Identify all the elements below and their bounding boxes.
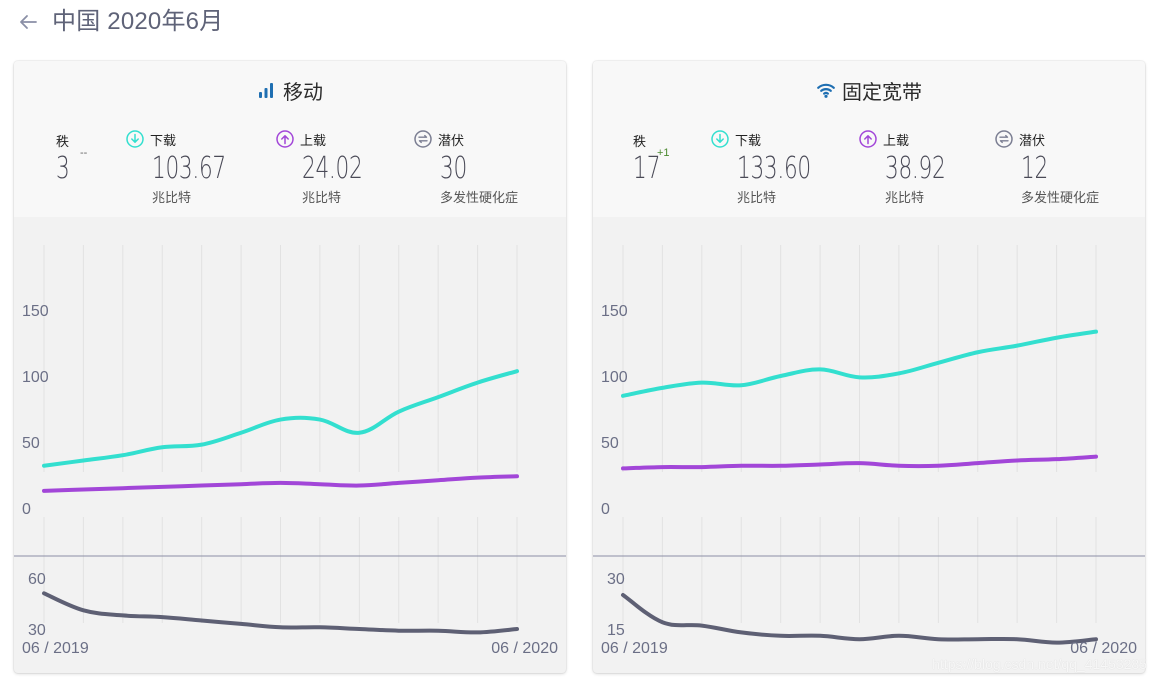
wifi-icon (816, 80, 836, 100)
download-series (42, 369, 519, 468)
upload-series (42, 474, 519, 493)
rank-value: 3 (56, 151, 70, 186)
rank-stat: 秩 3 -- (56, 129, 146, 209)
arrow-left-icon[interactable] (14, 8, 42, 36)
top-bar: 中国 2020年6月 (14, 8, 223, 36)
latency-stat: 潜伏 12 多发性硬化症 (995, 129, 1125, 209)
card-title-label: 移动 (283, 81, 323, 104)
download-stat: 下载 103.67 兆比特 (126, 129, 256, 209)
card-title: 移动 (14, 77, 566, 104)
signal-bars-icon (257, 80, 277, 100)
download-label: 下载 (150, 132, 177, 148)
gridlines (43, 245, 518, 623)
x-tick-label-start: 06 / 2019 (601, 640, 668, 657)
card-header: 移动 秩 3 -- 下载 103.67 兆比特 (14, 61, 566, 217)
latency-series (621, 593, 1098, 645)
y-tick-label: 30 (607, 571, 625, 588)
upload-value: 38.92 (885, 151, 946, 186)
download-unit: 兆比特 (152, 190, 192, 205)
card-fixed-broadband: 固定宽带 秩 17 +1 下载 133.60 兆比特 (593, 61, 1145, 673)
upload-series (621, 454, 1098, 471)
download-stat: 下载 133.60 兆比特 (711, 129, 841, 209)
rank-change: +1 (657, 147, 670, 159)
latency-circle-icon (995, 130, 1013, 148)
x-tick-label-end: 06 / 2020 (491, 640, 558, 657)
card-title-label: 固定宽带 (842, 81, 922, 104)
y-tick-label: 50 (601, 435, 619, 452)
y-tick-label: 0 (22, 501, 31, 518)
rank-stat: 秩 17 +1 (633, 129, 723, 209)
upload-unit: 兆比特 (885, 190, 925, 205)
gridlines (622, 245, 1097, 623)
latency-value: 30 (440, 151, 467, 186)
upload-stat: 上载 24.02 兆比特 (276, 129, 406, 209)
upload-unit: 兆比特 (302, 190, 342, 205)
rank-change: -- (80, 147, 88, 159)
latency-circle-icon (414, 130, 432, 148)
y-tick-label: 150 (22, 303, 49, 320)
x-tick-label-start: 06 / 2019 (22, 640, 89, 657)
upload-label: 上载 (300, 132, 327, 148)
y-tick-label: 100 (601, 369, 628, 386)
rank-label: 秩 (633, 134, 647, 149)
y-tick-label: 150 (601, 303, 628, 320)
rank-label: 秩 (56, 134, 70, 149)
page-title: 中国 2020年6月 (52, 8, 224, 35)
download-value: 133.60 (737, 151, 811, 186)
upload-label: 上载 (883, 132, 910, 148)
latency-stat: 潜伏 30 多发性硬化症 (414, 129, 544, 209)
y-tick-label: 15 (607, 622, 625, 639)
x-tick-label-end: 06 / 2020 (1070, 640, 1137, 657)
arrow-down-circle-icon (126, 130, 144, 148)
download-unit: 兆比特 (737, 190, 777, 205)
latency-value: 12 (1021, 151, 1048, 186)
card-mobile: 移动 秩 3 -- 下载 103.67 兆比特 (14, 61, 566, 673)
latency-series (42, 591, 519, 635)
arrow-up-circle-icon (276, 130, 294, 148)
y-tick-label: 60 (28, 571, 46, 588)
download-series (621, 329, 1098, 398)
upload-stat: 上载 38.92 兆比特 (859, 129, 989, 209)
rank-value: 17 (633, 151, 661, 186)
y-tick-label: 0 (601, 501, 610, 518)
y-tick-label: 30 (28, 622, 46, 639)
latency-unit: 多发性硬化症 (440, 190, 519, 205)
latency-unit: 多发性硬化症 (1021, 190, 1100, 205)
y-tick-label: 100 (22, 369, 49, 386)
arrow-up-circle-icon (859, 130, 877, 148)
arrow-down-circle-icon (711, 130, 729, 148)
upload-value: 24.02 (302, 151, 363, 186)
y-tick-label: 50 (22, 435, 40, 452)
latency-label: 潜伏 (438, 132, 465, 148)
download-value: 103.67 (152, 151, 226, 186)
card-header: 固定宽带 秩 17 +1 下载 133.60 兆比特 (593, 61, 1145, 217)
latency-label: 潜伏 (1019, 132, 1046, 148)
download-label: 下载 (735, 132, 762, 148)
card-title: 固定宽带 (593, 77, 1145, 104)
